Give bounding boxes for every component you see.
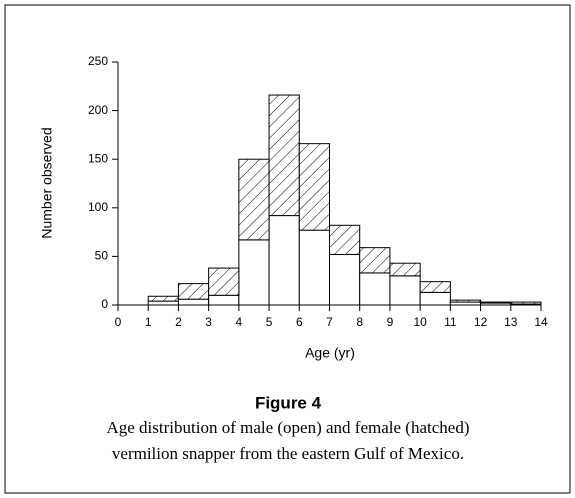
bar xyxy=(329,224,361,255)
x-tick-label: 6 xyxy=(296,315,303,329)
bar xyxy=(208,294,240,306)
y-tick-label: 100 xyxy=(88,200,108,214)
bar xyxy=(419,291,451,306)
bar xyxy=(238,239,270,306)
y-axis-label: Number observed xyxy=(39,127,55,238)
x-tick-label: 1 xyxy=(145,315,152,329)
bar xyxy=(359,247,391,274)
x-tick-label: 3 xyxy=(205,315,212,329)
x-tick-label: 4 xyxy=(236,315,243,329)
bar xyxy=(510,301,542,305)
caption-line: Age distribution of male (open) and fema… xyxy=(106,418,469,437)
bar xyxy=(449,299,482,303)
x-tick-label: 7 xyxy=(326,315,333,329)
x-tick-label: 2 xyxy=(175,315,182,329)
bar xyxy=(238,158,270,241)
x-tick-label: 9 xyxy=(387,315,394,329)
x-axis-label: Age (yr) xyxy=(305,345,355,361)
x-tick-label: 13 xyxy=(504,315,518,329)
x-tick-label: 12 xyxy=(474,315,488,329)
bar xyxy=(147,300,179,306)
caption-line: vermilion snapper from the eastern Gulf … xyxy=(112,444,464,463)
bar xyxy=(419,281,451,293)
x-tick-label: 0 xyxy=(115,315,122,329)
y-tick-label: 250 xyxy=(88,54,108,68)
y-tick-label: 0 xyxy=(101,297,108,311)
bar xyxy=(389,262,421,277)
frame xyxy=(4,4,571,494)
y-tick-label: 200 xyxy=(88,103,108,117)
bar xyxy=(147,295,179,302)
bar xyxy=(359,272,391,306)
bar xyxy=(208,267,240,296)
bar xyxy=(480,301,512,304)
x-tick-label: 8 xyxy=(356,315,363,329)
bar xyxy=(298,229,330,306)
x-tick-label: 10 xyxy=(413,315,427,329)
y-tick-label: 150 xyxy=(88,151,108,165)
x-tick-label: 11 xyxy=(444,315,457,329)
bar xyxy=(177,298,210,306)
bar xyxy=(268,215,300,306)
bar xyxy=(298,143,330,231)
x-tick-label: 14 xyxy=(534,315,548,329)
bar xyxy=(389,275,421,306)
bar xyxy=(329,253,361,306)
x-tick-label: 5 xyxy=(266,315,273,329)
y-tick-label: 50 xyxy=(95,249,109,263)
bar xyxy=(268,94,300,217)
bar xyxy=(177,283,210,300)
figure-title: Figure 4 xyxy=(255,393,322,412)
